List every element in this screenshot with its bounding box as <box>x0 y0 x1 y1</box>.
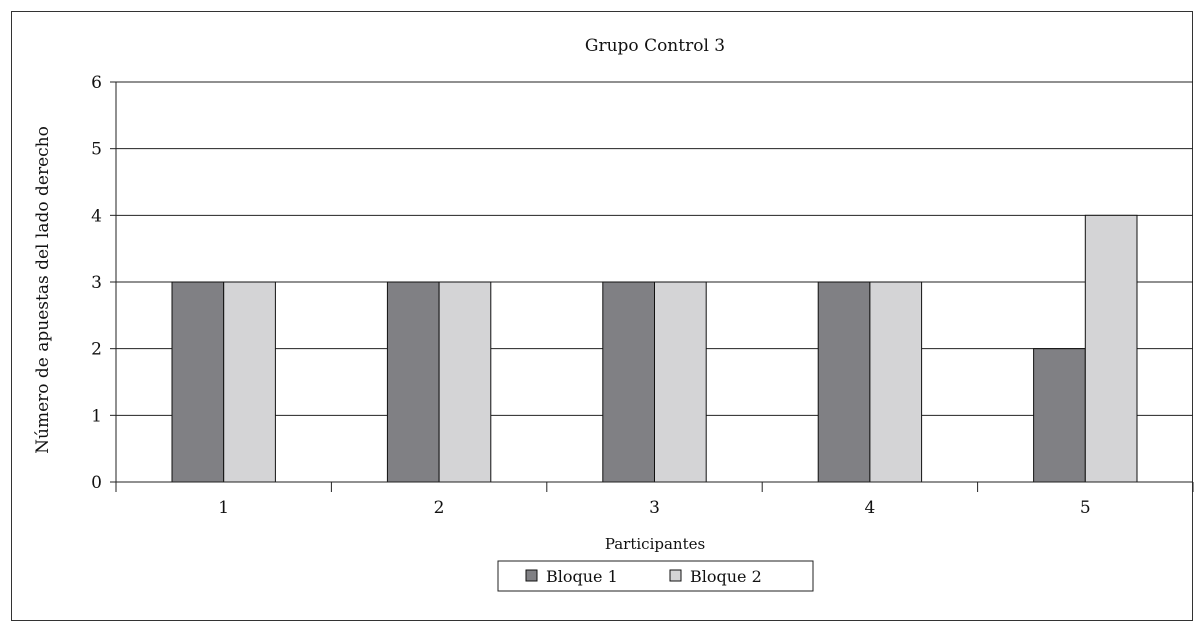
x-tick-labels: 1 2 3 4 5 <box>218 498 1090 518</box>
bar-1-cat-1 <box>171 281 225 483</box>
y-tick-labels: 0 1 2 3 4 5 6 <box>91 73 102 493</box>
legend-swatch <box>525 569 538 582</box>
bar-1-cat-4 <box>817 281 871 483</box>
bar-2-cat-4 <box>869 281 923 483</box>
legend-swatch <box>669 569 682 582</box>
legend-box <box>497 560 814 592</box>
bar-2-cat-5 <box>1084 214 1138 483</box>
gridlines <box>116 81 1193 416</box>
y-tick-label: 0 <box>91 473 102 493</box>
bar-2-cat-2 <box>438 281 492 483</box>
x-tick-label: 4 <box>864 498 875 518</box>
y-tick-label: 2 <box>91 340 102 360</box>
x-tick-label: 3 <box>649 498 660 518</box>
x-axis-label: Participantes <box>605 535 705 553</box>
chart-title: Grupo Control 3 <box>585 36 725 56</box>
bar-2-cat-3 <box>654 281 707 483</box>
y-tick-label: 6 <box>91 73 102 93</box>
y-tick-label: 4 <box>91 206 102 226</box>
legend-label: Bloque 2 <box>690 567 762 586</box>
y-tick-label: 1 <box>91 406 102 426</box>
x-tick-label: 1 <box>218 498 229 518</box>
bar-1-cat-5 <box>1033 348 1086 483</box>
bars <box>171 214 1138 483</box>
bar-1-cat-3 <box>602 281 656 483</box>
axes <box>110 81 1194 492</box>
bar-1-cat-2 <box>386 281 440 483</box>
bar-2-cat-1 <box>223 281 276 483</box>
legend: Bloque 1 Bloque 2 <box>497 560 814 592</box>
x-tick-label: 2 <box>434 498 445 518</box>
y-tick-label: 3 <box>91 273 102 293</box>
y-tick-label: 5 <box>91 140 102 160</box>
y-axis-label: Número de apuestas del lado derecho <box>33 126 53 454</box>
x-tick-label: 5 <box>1080 498 1091 518</box>
legend-label: Bloque 1 <box>546 567 618 586</box>
